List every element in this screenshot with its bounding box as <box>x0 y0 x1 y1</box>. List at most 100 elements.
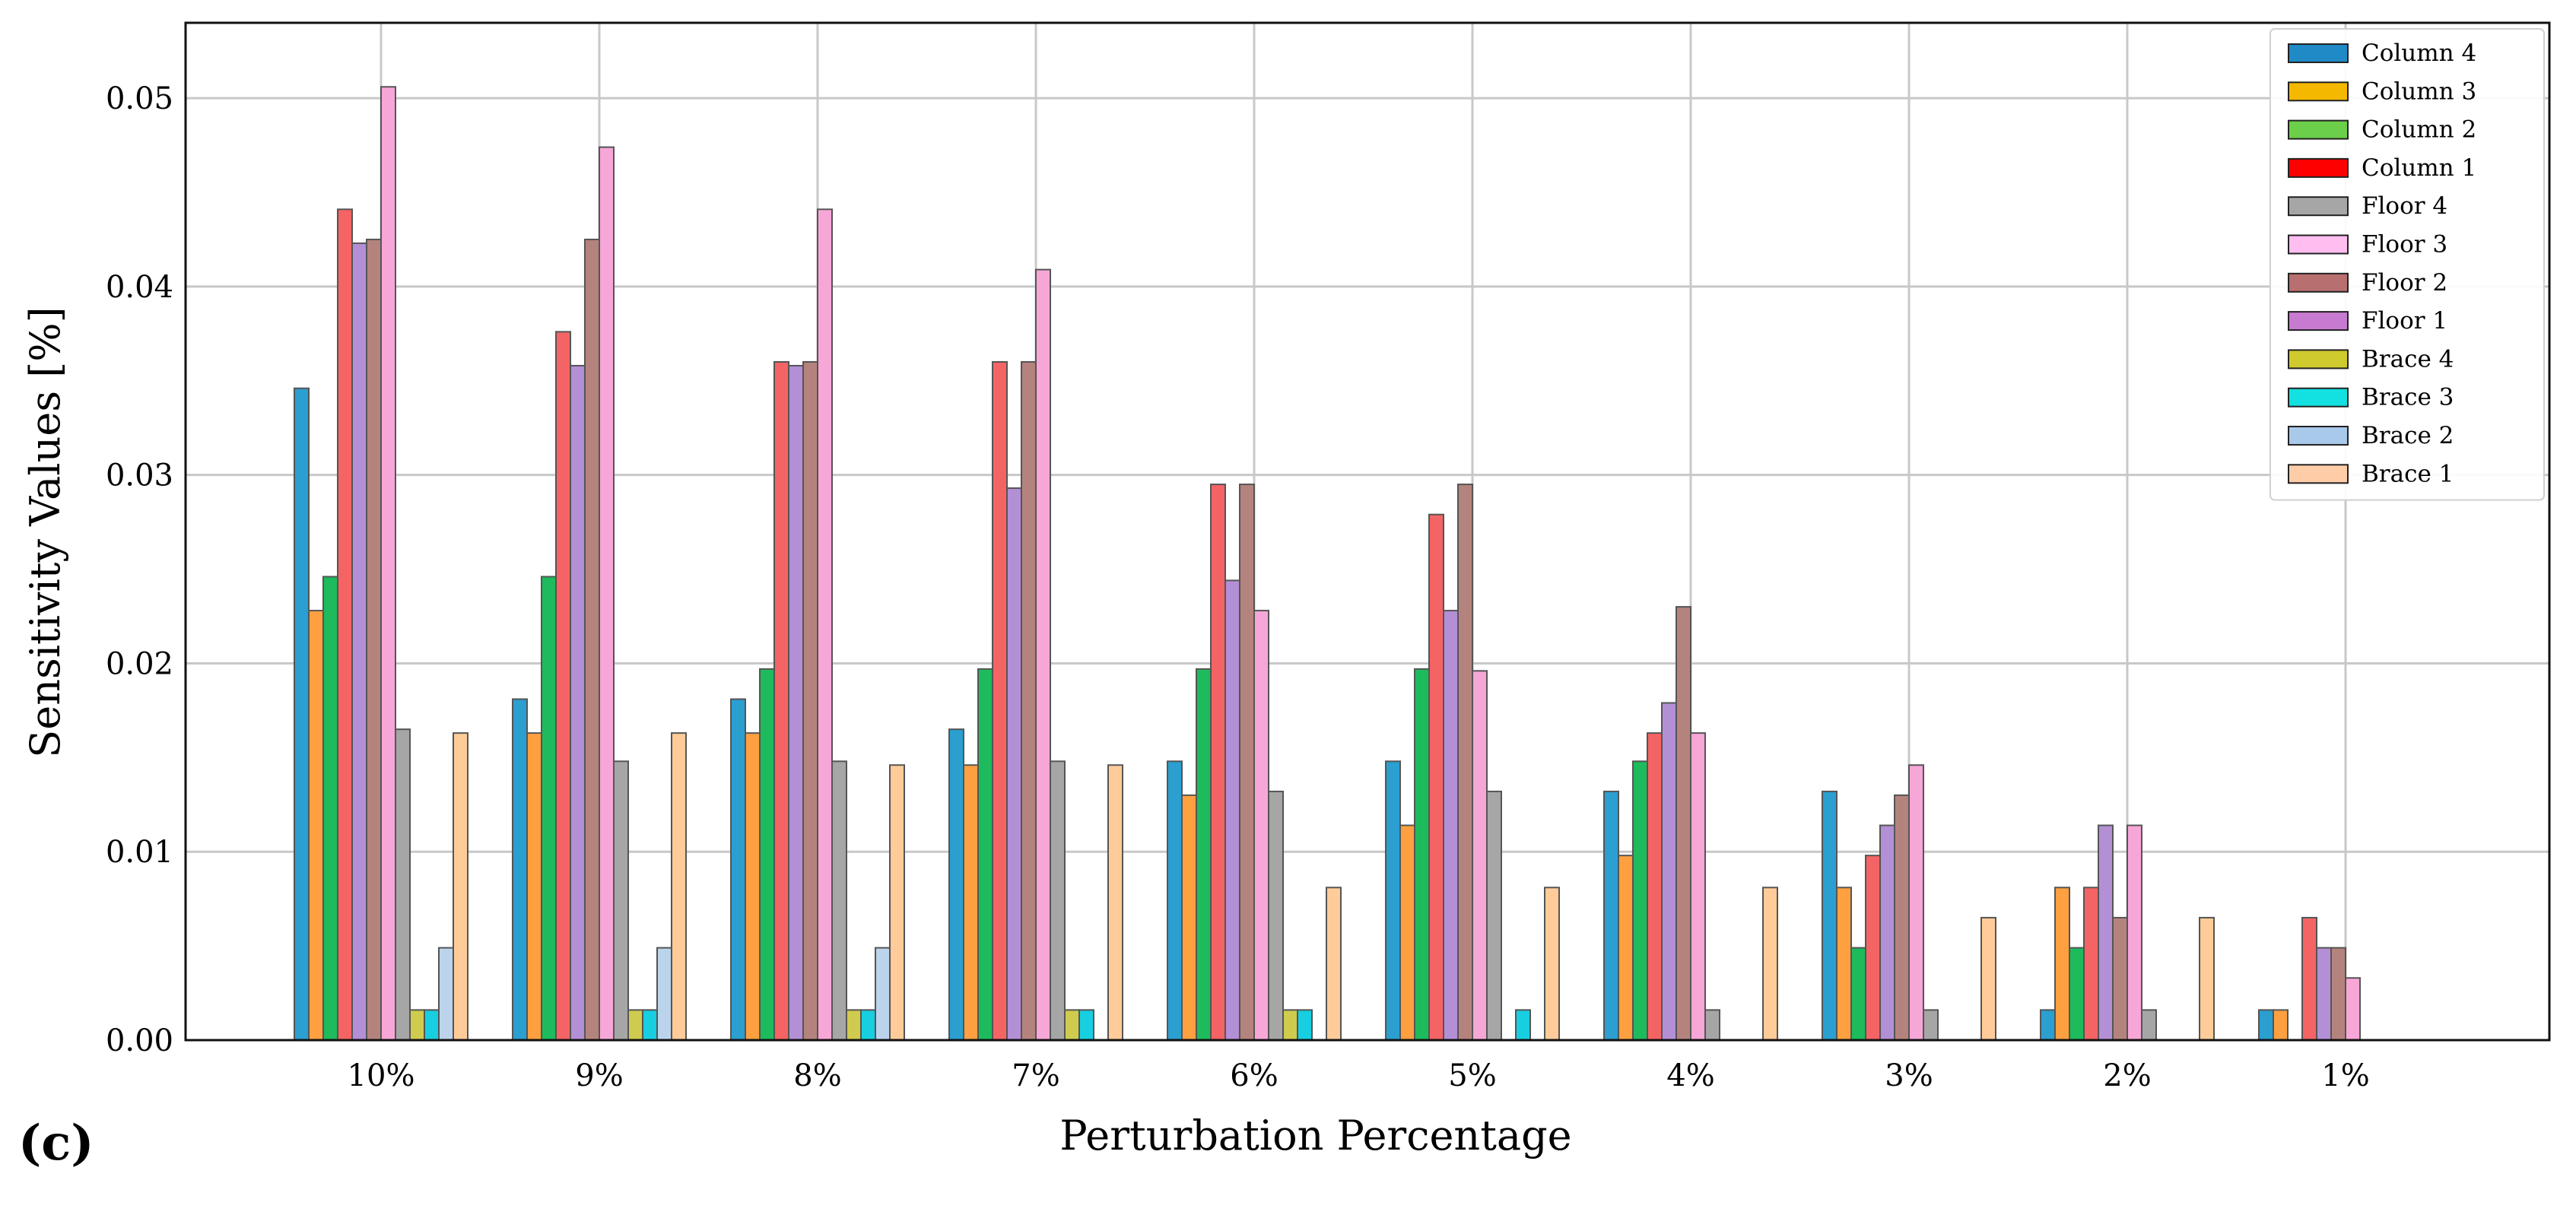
x-tick-label: 8% <box>793 1058 841 1093</box>
bar-floor-3 <box>2127 824 2142 1041</box>
bar-brace-4 <box>1064 1009 1080 1042</box>
legend-swatch <box>2288 426 2349 446</box>
x-tick-label: 2% <box>2103 1058 2151 1093</box>
legend-swatch <box>2288 349 2349 370</box>
bar-column-1 <box>555 331 571 1042</box>
bar-brace-4 <box>1282 1009 1298 1042</box>
legend-swatch <box>2288 119 2349 140</box>
x-tick-label: 6% <box>1230 1058 1278 1093</box>
x-tick-label: 1% <box>2321 1058 2369 1093</box>
y-tick-label: 0.01 <box>106 835 173 870</box>
bar-floor-4 <box>1704 1009 1720 1042</box>
bar-column-1 <box>1210 484 1226 1041</box>
bar-column-1 <box>2083 887 2099 1042</box>
x-tick-label: 5% <box>1448 1058 1496 1093</box>
bar-column-3 <box>526 732 542 1041</box>
bar-floor-1 <box>1661 702 1677 1041</box>
x-tick-label: 10% <box>348 1058 415 1093</box>
bar-column-1 <box>992 361 1008 1041</box>
bar-floor-1 <box>351 242 367 1041</box>
bar-floor-2 <box>1457 484 1473 1041</box>
legend: Column 4 Column 3 Column 2 Column 1 Floor 4 F… <box>2269 28 2545 501</box>
bar-floor-2 <box>1239 484 1255 1041</box>
bar-column-2 <box>1850 947 1866 1041</box>
bar-column-4 <box>730 698 746 1041</box>
legend-label: Floor 2 <box>2362 269 2447 297</box>
legend-label: Column 2 <box>2362 116 2476 144</box>
bar-floor-3 <box>380 86 396 1042</box>
plot-frame <box>184 21 2551 1042</box>
bar-brace-1 <box>1107 764 1123 1041</box>
bar-column-4 <box>1822 790 1838 1042</box>
bar-column-3 <box>745 732 761 1041</box>
bar-floor-3 <box>1690 732 1706 1041</box>
bar-brace-1 <box>1980 916 1996 1042</box>
bar-column-4 <box>2258 1009 2274 1042</box>
bar-floor-2 <box>1021 361 1037 1041</box>
bar-floor-3 <box>1908 764 1924 1041</box>
bar-column-3 <box>308 610 324 1041</box>
bar-column-1 <box>1865 855 1881 1041</box>
bar-floor-1 <box>1006 487 1022 1041</box>
bar-floor-3 <box>817 208 833 1041</box>
legend-label: Floor 3 <box>2362 231 2447 259</box>
bar-floor-4 <box>1050 760 1066 1041</box>
legend-label: Brace 1 <box>2362 460 2454 487</box>
bar-floor-2 <box>802 361 818 1041</box>
bars <box>294 86 2361 1042</box>
bar-column-1 <box>2301 916 2317 1042</box>
x-tick-label: 3% <box>1885 1058 1933 1093</box>
bar-column-2 <box>322 576 338 1041</box>
bar-floor-3 <box>2345 977 2361 1041</box>
y-tick-label: 0.03 <box>106 458 173 493</box>
x-tick-label: 7% <box>1012 1058 1059 1093</box>
bar-floor-1 <box>1879 824 1895 1041</box>
bar-column-4 <box>1167 760 1183 1041</box>
bar-floor-1 <box>1443 610 1459 1041</box>
bar-floor-1 <box>2098 824 2114 1041</box>
y-tick-label: 0.04 <box>106 270 173 305</box>
bar-column-4 <box>1603 790 1619 1042</box>
x-axis-label: Perturbation Percentage <box>1059 1112 1571 1159</box>
bar-brace-1 <box>1544 887 1560 1042</box>
bar-column-4 <box>1385 760 1401 1041</box>
bar-brace-1 <box>671 732 687 1041</box>
bar-column-3 <box>1181 794 1197 1042</box>
bar-column-1 <box>1647 732 1663 1041</box>
bar-brace-1 <box>2199 916 2215 1042</box>
bar-brace-3 <box>1515 1009 1531 1042</box>
bar-column-4 <box>512 698 528 1041</box>
bar-column-3 <box>963 764 979 1041</box>
x-tick-label: 4% <box>1666 1058 1714 1093</box>
x-axis-ticks: 10% 9% 8% 7% 6% 5% 4% 3% 2% 1% <box>348 1058 2370 1093</box>
bar-floor-4 <box>1923 1009 1939 1042</box>
legend-label: Brace 3 <box>2362 384 2454 411</box>
bar-floor-2 <box>1894 794 1910 1042</box>
bar-column-3 <box>1836 887 1852 1042</box>
legend-label: Floor 1 <box>2362 307 2447 335</box>
legend-swatch <box>2288 196 2349 217</box>
legend-label: Column 1 <box>2362 154 2476 182</box>
bar-column-2 <box>541 576 557 1041</box>
bar-brace-3 <box>1078 1009 1094 1042</box>
bar-floor-2 <box>2112 916 2128 1042</box>
bar-column-4 <box>294 387 310 1041</box>
bar-column-2 <box>759 668 775 1042</box>
legend-swatch <box>2288 81 2349 102</box>
legend-box <box>2269 28 2545 501</box>
bar-floor-3 <box>599 146 615 1042</box>
bar-brace-2 <box>656 947 672 1041</box>
legend-label: Brace 4 <box>2362 345 2454 373</box>
bar-brace-1 <box>1326 887 1342 1042</box>
bar-column-2 <box>1632 760 1648 1041</box>
bar-floor-4 <box>395 728 411 1042</box>
bar-floor-4 <box>831 760 847 1041</box>
bar-floor-3 <box>1472 670 1488 1041</box>
bar-brace-3 <box>860 1009 876 1042</box>
bar-brace-2 <box>438 947 454 1041</box>
bar-floor-2 <box>1676 606 1691 1041</box>
bar-column-3 <box>2273 1009 2289 1042</box>
bar-column-4 <box>2040 1009 2056 1042</box>
legend-label: Floor 4 <box>2362 192 2447 220</box>
